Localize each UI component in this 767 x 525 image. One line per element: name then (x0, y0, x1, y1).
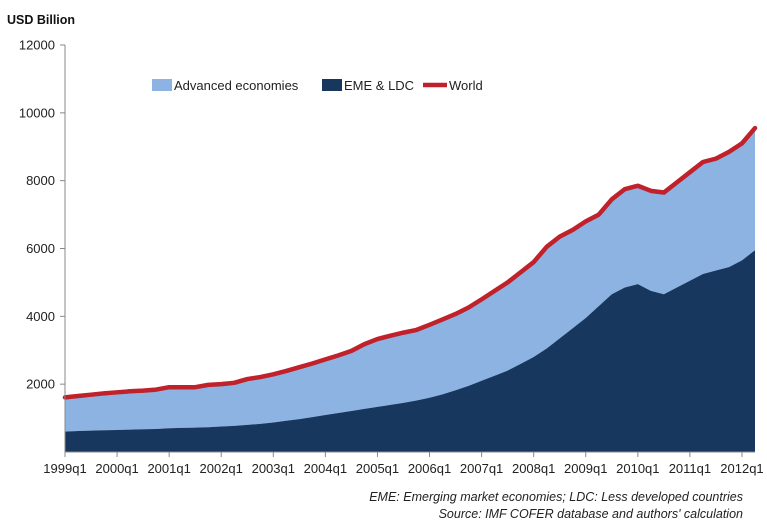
x-tick-label: 2011q1 (669, 461, 711, 476)
area-advanced-economies (65, 128, 755, 432)
chart-areas (62, 125, 758, 452)
y-tick-label: 2000 (26, 377, 55, 392)
y-tick-label: 6000 (26, 241, 55, 256)
y-tick-label: 4000 (26, 309, 55, 324)
chart-axes: 2000 4000 6000 8000 10000 12000 1999q1 2000q1 20… (19, 38, 764, 477)
x-tick-label: 2009q1 (564, 461, 607, 476)
x-tick-label: 2012q1 (720, 461, 763, 476)
x-tick-label: 2006q1 (408, 461, 451, 476)
legend-label: Advanced economies (174, 78, 299, 93)
legend-label: EME & LDC (344, 78, 414, 93)
x-tick-label: 2005q1 (356, 461, 399, 476)
legend-item-world: World (423, 78, 483, 93)
x-tick-label: 2008q1 (512, 461, 555, 476)
legend-swatch (152, 79, 172, 91)
legend-swatch (322, 79, 342, 91)
y-tick-label: 10000 (19, 105, 55, 120)
x-tick-label: 2003q1 (252, 461, 295, 476)
x-tick-label: 1999q1 (43, 461, 86, 476)
line-world (62, 125, 758, 400)
x-tick-label: 2002q1 (200, 461, 243, 476)
x-tick-label: 2007q1 (460, 461, 503, 476)
y-tick-label: 8000 (26, 173, 55, 188)
x-tick-label: 2000q1 (95, 461, 138, 476)
legend-label: World (449, 78, 483, 93)
y-axis-unit-label: USD Billion (7, 13, 75, 27)
x-tick-label: 2004q1 (304, 461, 347, 476)
area-eme-ldc (65, 250, 755, 452)
y-tick-label: 12000 (19, 38, 55, 53)
legend-item-eme-ldc: EME & LDC (322, 78, 414, 93)
chart-legend: Advanced economies EME & LDC World (152, 78, 483, 93)
footnote-source: Source: IMF COFER database and authors' … (438, 507, 743, 521)
x-tick-label: 2010q1 (616, 461, 659, 476)
x-tick-label: 2001q1 (147, 461, 190, 476)
legend-item-advanced-economies: Advanced economies (152, 78, 299, 93)
footnote-abbreviations: EME: Emerging market economies; LDC: Les… (369, 490, 743, 504)
